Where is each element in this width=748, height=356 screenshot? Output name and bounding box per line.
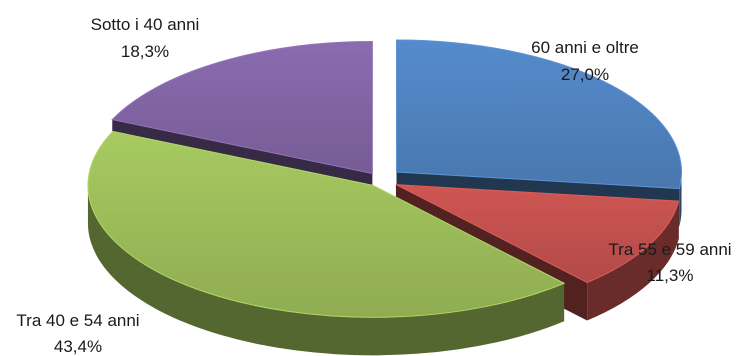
pie-slice-1 — [395, 184, 680, 284]
pie-slice-3 — [111, 41, 373, 175]
slice-value-label: 11,3% — [647, 266, 694, 285]
slice-value-label: 43,4% — [54, 337, 102, 356]
slice-label: Sotto i 40 anni — [91, 15, 200, 34]
slice-value-label: 27,0% — [561, 65, 609, 84]
pie-slice-outer-wall — [679, 171, 682, 227]
pie-slice-2 — [87, 130, 566, 318]
slice-value-label: 18,3% — [121, 42, 169, 61]
pie-slice-outer-wall — [587, 201, 679, 321]
slice-label: Tra 55 e 59 anni — [608, 240, 731, 259]
slice-label: Tra 40 e 54 anni — [16, 311, 139, 330]
slice-label: 60 anni e oltre — [531, 38, 639, 57]
pie-slice-outer-wall — [87, 185, 565, 356]
pie-slice-0 — [396, 39, 682, 190]
